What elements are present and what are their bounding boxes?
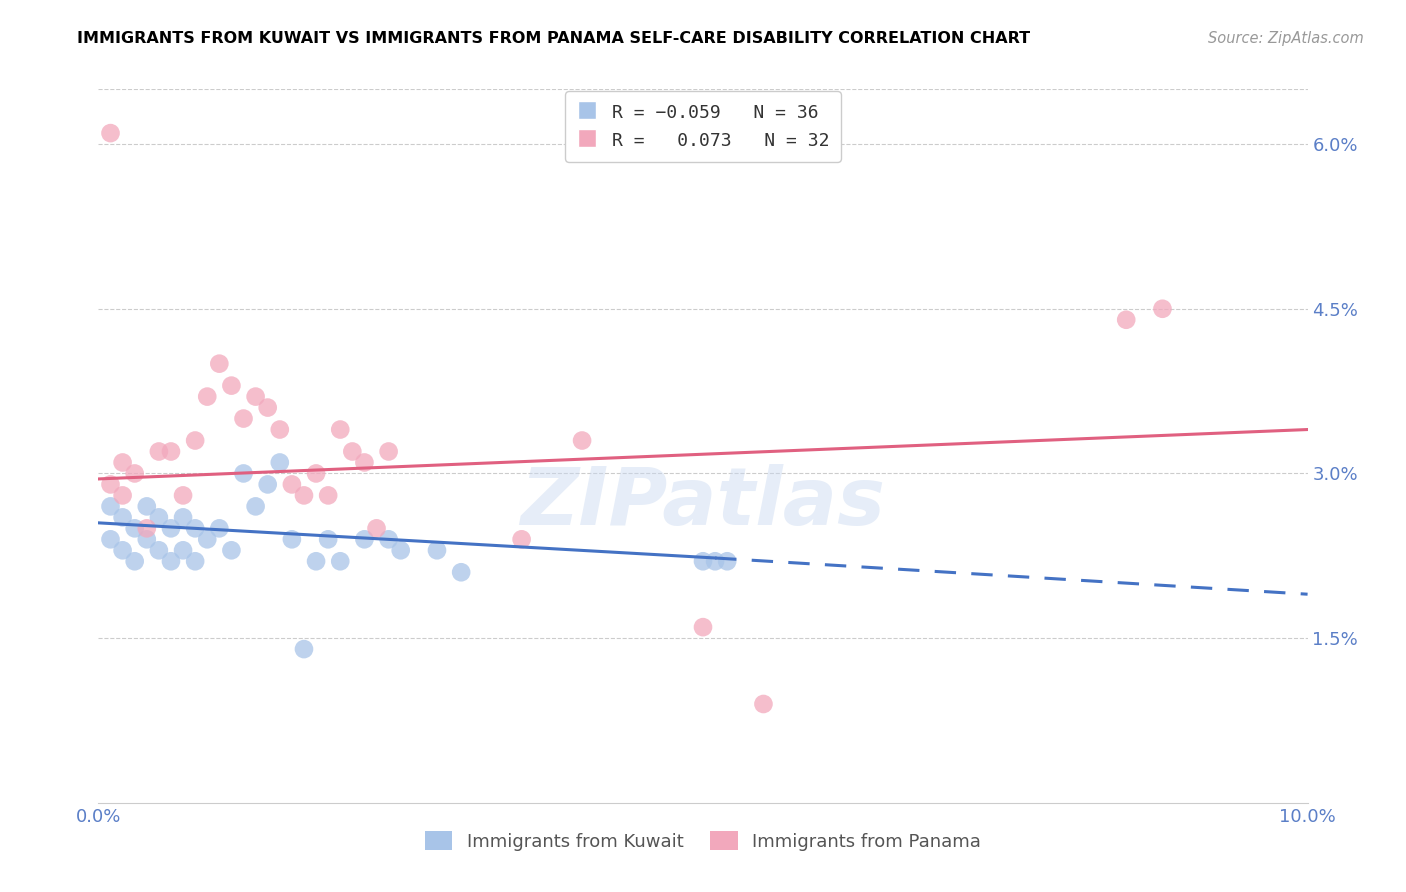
Point	[510, 533, 533, 547]
Point	[111, 510, 134, 524]
Point	[111, 543, 134, 558]
Point	[100, 126, 122, 140]
Point	[221, 543, 243, 558]
Point	[316, 488, 339, 502]
Point	[377, 444, 399, 458]
Point	[366, 521, 388, 535]
Point	[305, 554, 328, 568]
Point	[135, 500, 157, 514]
Point	[160, 521, 183, 535]
Point	[124, 521, 146, 535]
Text: Source: ZipAtlas.com: Source: ZipAtlas.com	[1208, 31, 1364, 46]
Point	[305, 467, 328, 481]
Point	[245, 500, 267, 514]
Point	[353, 533, 375, 547]
Point	[692, 620, 714, 634]
Point	[100, 500, 122, 514]
Point	[245, 390, 267, 404]
Point	[184, 554, 207, 568]
Point	[184, 434, 207, 448]
Point	[269, 423, 291, 437]
Text: IMMIGRANTS FROM KUWAIT VS IMMIGRANTS FROM PANAMA SELF-CARE DISABILITY CORRELATIO: IMMIGRANTS FROM KUWAIT VS IMMIGRANTS FRO…	[77, 31, 1031, 46]
Point	[172, 543, 194, 558]
Point	[184, 521, 207, 535]
Point	[148, 510, 170, 524]
Point	[704, 554, 727, 568]
Point	[353, 455, 375, 469]
Point	[342, 444, 364, 458]
Point	[450, 566, 472, 580]
Point	[208, 521, 231, 535]
Point	[256, 477, 278, 491]
Point	[221, 378, 243, 392]
Point	[692, 554, 714, 568]
Point	[377, 533, 399, 547]
Point	[135, 521, 157, 535]
Point	[232, 467, 254, 481]
Text: ZIPatlas: ZIPatlas	[520, 464, 886, 542]
Point	[1152, 301, 1174, 316]
Point	[1115, 312, 1137, 326]
Point	[160, 554, 183, 568]
Point	[389, 543, 412, 558]
Point	[135, 533, 157, 547]
Point	[426, 543, 449, 558]
Point	[124, 467, 146, 481]
Point	[148, 543, 170, 558]
Point	[148, 444, 170, 458]
Point	[752, 697, 775, 711]
Point	[316, 533, 339, 547]
Point	[208, 357, 231, 371]
Point	[195, 390, 218, 404]
Point	[232, 411, 254, 425]
Point	[100, 533, 122, 547]
Point	[292, 488, 315, 502]
Point	[160, 444, 183, 458]
Point	[256, 401, 278, 415]
Point	[195, 533, 218, 547]
Point	[124, 554, 146, 568]
Point	[100, 477, 122, 491]
Point	[329, 423, 352, 437]
Point	[571, 434, 593, 448]
Point	[269, 455, 291, 469]
Point	[172, 488, 194, 502]
Point	[281, 533, 304, 547]
Point	[716, 554, 738, 568]
Point	[281, 477, 304, 491]
Point	[292, 642, 315, 657]
Point	[111, 488, 134, 502]
Point	[111, 455, 134, 469]
Point	[329, 554, 352, 568]
Point	[172, 510, 194, 524]
Legend: Immigrants from Kuwait, Immigrants from Panama: Immigrants from Kuwait, Immigrants from …	[418, 824, 988, 858]
